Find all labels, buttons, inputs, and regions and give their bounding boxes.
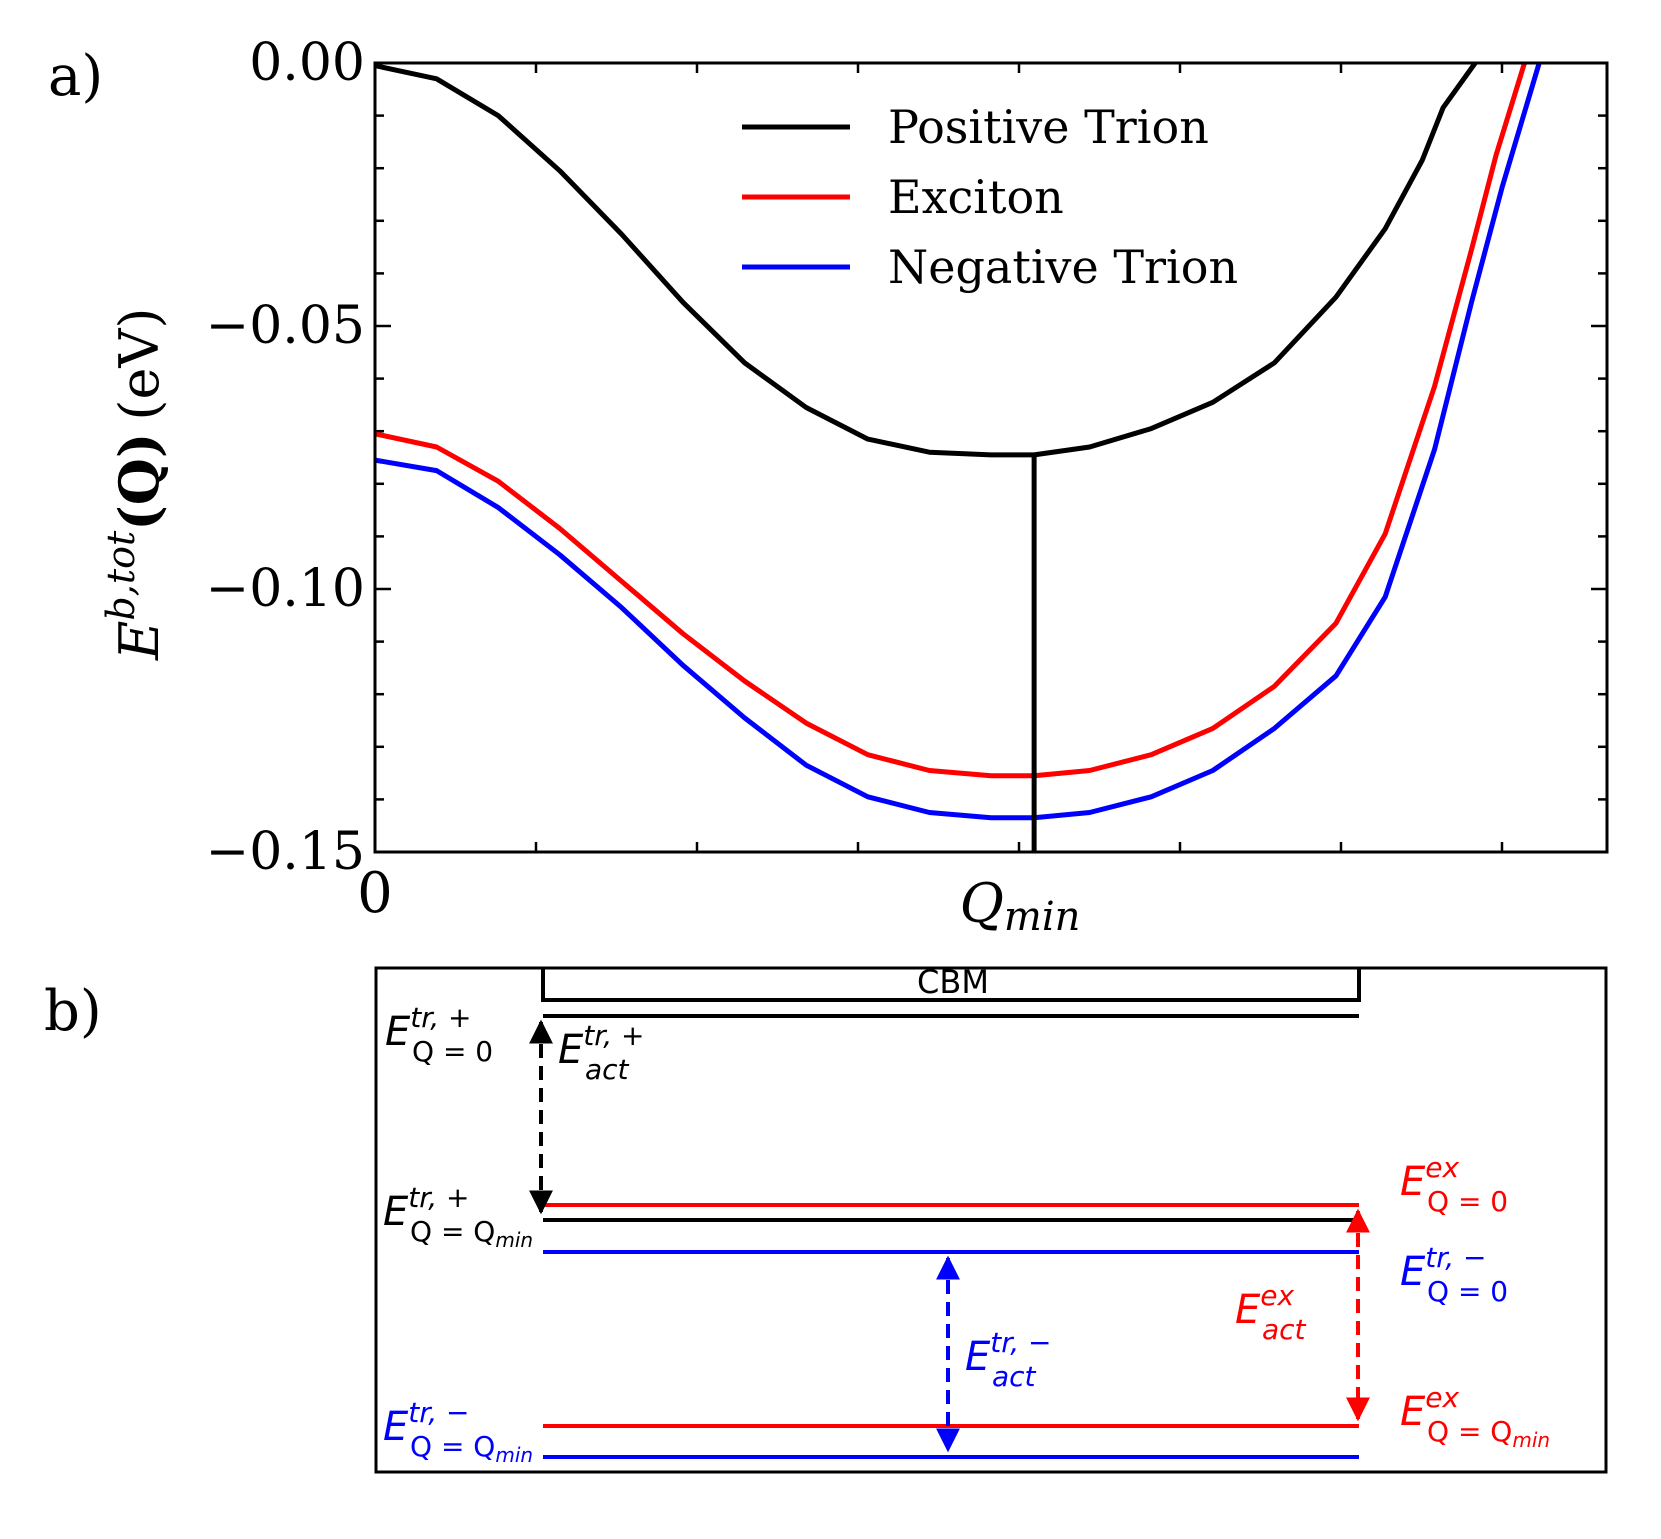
x-tick-label-qmin: Qmin bbox=[960, 872, 1081, 940]
label-sup: ex bbox=[1425, 1151, 1459, 1184]
label-act-neg: Etr, − act bbox=[965, 1326, 1051, 1393]
label-sup: ex bbox=[1425, 1381, 1459, 1414]
label-sub: Q = 0 bbox=[1427, 1275, 1508, 1308]
label-sup: tr, − bbox=[408, 1396, 469, 1429]
qmin-sub: min bbox=[1004, 894, 1080, 940]
label-main: E bbox=[383, 1404, 409, 1450]
legend-label-positive-trion: Positive Trion bbox=[888, 100, 1209, 154]
label-main: E bbox=[1400, 1389, 1426, 1435]
label-tr-pos-qmin: Etr, + Q = Qmin bbox=[383, 1181, 533, 1252]
cbm-label: CBM bbox=[917, 963, 989, 1001]
label-sub: act bbox=[1262, 1313, 1307, 1346]
panel-b-diagram: CBM Etr, + Q = 0 Etr, + act Etr, + Q = Qmin… bbox=[374, 963, 1608, 1474]
label-tr-pos-q0: Etr, + Q = 0 bbox=[385, 1001, 493, 1068]
label-subsub: min bbox=[495, 1228, 533, 1252]
label-sub: Q = Q bbox=[1427, 1415, 1512, 1448]
label-sup: tr, + bbox=[583, 1019, 644, 1052]
label-main: E bbox=[385, 1009, 411, 1055]
ylabel-sup: b,tot bbox=[99, 530, 143, 621]
legend: Positive Trion Exciton Negative Trion bbox=[742, 100, 1238, 294]
label-sup: tr, − bbox=[1425, 1241, 1486, 1274]
series-line-positive-trion bbox=[374, 61, 1478, 458]
legend-label-exciton: Exciton bbox=[888, 170, 1064, 224]
label-sup: ex bbox=[1260, 1279, 1294, 1312]
label-sub: act bbox=[992, 1360, 1037, 1393]
y-tick-label: −0.15 bbox=[206, 822, 365, 882]
ylabel-main: E bbox=[108, 621, 171, 661]
label-main: E bbox=[1400, 1249, 1426, 1295]
label-main: E bbox=[558, 1027, 584, 1073]
label-sub: act bbox=[585, 1053, 630, 1086]
x-tick-label-zero: 0 bbox=[357, 861, 393, 926]
y-axis-label: Eb,tot(Q) (eV) bbox=[99, 308, 171, 661]
y-tick-label: 0.00 bbox=[249, 33, 365, 93]
label-sup: tr, + bbox=[410, 1001, 471, 1034]
series-line-exciton bbox=[374, 62, 1527, 779]
label-subsub: min bbox=[495, 1443, 533, 1467]
diagram-frame bbox=[374, 966, 1608, 1474]
y-tick-label: −0.10 bbox=[206, 559, 365, 619]
series-line-negative-trion bbox=[374, 62, 1542, 821]
label-sub: Q = 0 bbox=[1427, 1185, 1508, 1218]
label-main: E bbox=[1235, 1287, 1261, 1333]
plot-frame bbox=[373, 61, 1609, 854]
label-tr-neg-qmin: Etr, − Q = Qmin bbox=[383, 1396, 533, 1467]
label-subsub: min bbox=[1512, 1428, 1550, 1452]
panel-a-chart: 0.00 −0.05 −0.10 −0.15 0 Qmin Eb,tot(Q) (… bbox=[99, 33, 1609, 940]
panel-label-b: b) bbox=[44, 979, 102, 1044]
label-tr-neg-q0: Etr, − Q = 0 bbox=[1400, 1241, 1508, 1308]
qmin-main: Q bbox=[960, 872, 1004, 935]
cbm-bracket bbox=[541, 968, 1361, 1002]
label-main: E bbox=[383, 1189, 409, 1235]
legend-label-negative-trion: Negative Trion bbox=[888, 240, 1238, 294]
label-sup: tr, + bbox=[408, 1181, 469, 1214]
ylabel-unit: (eV) bbox=[108, 308, 171, 421]
series-group bbox=[374, 61, 1542, 821]
label-ex-act: Eex act bbox=[1235, 1279, 1307, 1346]
label-act-pos: Etr, + act bbox=[558, 1019, 644, 1086]
label-sub: Q = 0 bbox=[412, 1035, 493, 1068]
label-main: E bbox=[965, 1334, 991, 1380]
label-sub: Q = Q bbox=[410, 1215, 495, 1248]
ylabel-arg: (Q) bbox=[107, 433, 171, 531]
label-sub: Q = Q bbox=[410, 1430, 495, 1463]
panel-label-a: a) bbox=[48, 44, 103, 109]
y-tick-label: −0.05 bbox=[206, 296, 365, 356]
label-ex-qmin: Eex Q = Qmin bbox=[1400, 1381, 1550, 1452]
label-sup: tr, − bbox=[990, 1326, 1051, 1359]
label-main: E bbox=[1400, 1159, 1426, 1205]
label-ex-q0: Eex Q = 0 bbox=[1400, 1151, 1508, 1218]
